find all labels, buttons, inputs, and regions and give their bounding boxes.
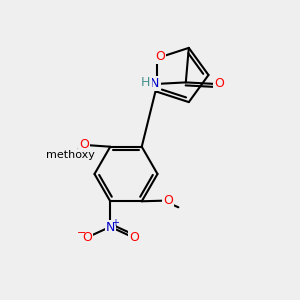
Text: O: O xyxy=(155,50,165,63)
Text: H: H xyxy=(141,76,151,89)
Text: O: O xyxy=(82,231,92,244)
Text: N: N xyxy=(150,77,160,90)
Text: −: − xyxy=(77,228,86,238)
Text: O: O xyxy=(129,231,139,244)
Text: O: O xyxy=(79,138,89,151)
Text: methoxy: methoxy xyxy=(46,150,95,160)
Text: O: O xyxy=(163,194,173,207)
Text: +: + xyxy=(111,218,119,228)
Text: O: O xyxy=(214,77,224,90)
Text: N: N xyxy=(106,221,115,234)
